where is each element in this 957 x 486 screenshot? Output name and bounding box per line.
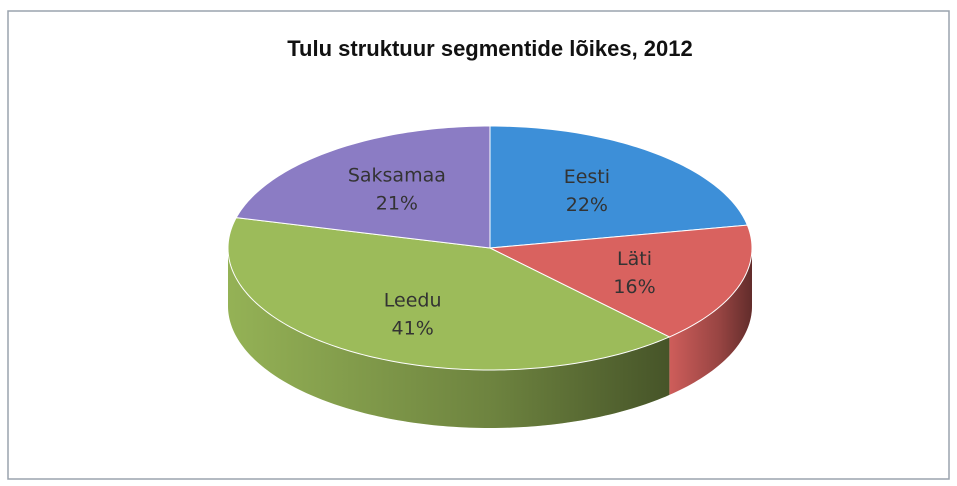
chart-title: Tulu struktuur segmentide lõikes, 2012 [287,36,693,61]
slice-side-shade [669,248,752,395]
slice-label: Saksamaa [348,165,446,187]
slice-label: Läti [617,248,652,270]
slice [227,217,671,371]
slice-value-label: 16% [613,276,655,298]
slice-label: Eesti [564,166,610,188]
pie-tops [227,125,753,371]
slice-value-label: 21% [376,193,418,215]
slice-value-label: 41% [392,318,434,340]
pie-labels: Eesti 22% Läti 16% Leedu 41% Saksamaa 21% [348,165,656,340]
slice [488,224,753,338]
slice-side-shade [228,248,670,428]
chart-frame [7,10,950,480]
pie-sides [228,248,752,428]
slice-label: Leedu [384,290,442,312]
slice-value-label: 22% [566,194,608,216]
slice [235,125,491,249]
slice [489,125,749,249]
